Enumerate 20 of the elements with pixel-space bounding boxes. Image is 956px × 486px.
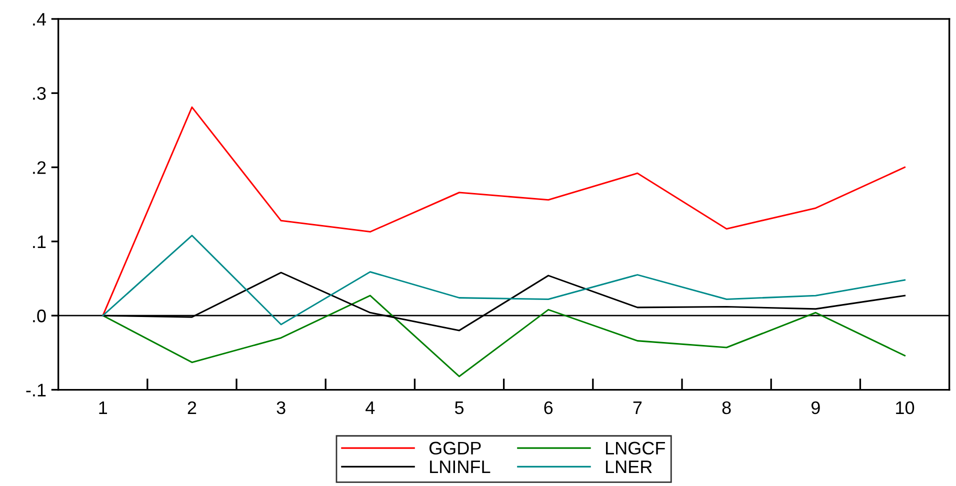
y-tick-label: .1 (33, 236, 46, 248)
y-tick-label: .0 (33, 310, 46, 322)
x-tick-label: 5 (454, 402, 464, 414)
x-tick-label: 7 (633, 402, 642, 414)
x-tick-label: 9 (811, 401, 820, 414)
y-tick-label: .3 (33, 87, 46, 100)
legend-label: LNER (606, 460, 652, 474)
x-tick-label: 10 (896, 401, 914, 414)
x-tick-label: 4 (366, 402, 375, 414)
legend-label: LNINFL (430, 460, 490, 474)
y-tick-label: .4 (33, 13, 46, 26)
x-tick-label: 3 (276, 401, 286, 414)
x-tick-label: 2 (188, 401, 196, 414)
y-tick-label: -.1 (26, 384, 46, 396)
x-tick-label: 6 (544, 401, 553, 414)
legend-label: LNGCF (606, 442, 665, 455)
x-tick-label: 8 (722, 401, 731, 414)
y-tick-label: .2 (33, 161, 46, 174)
x-tick-label: 1 (99, 402, 108, 414)
legend-label: GGDP (429, 442, 481, 455)
